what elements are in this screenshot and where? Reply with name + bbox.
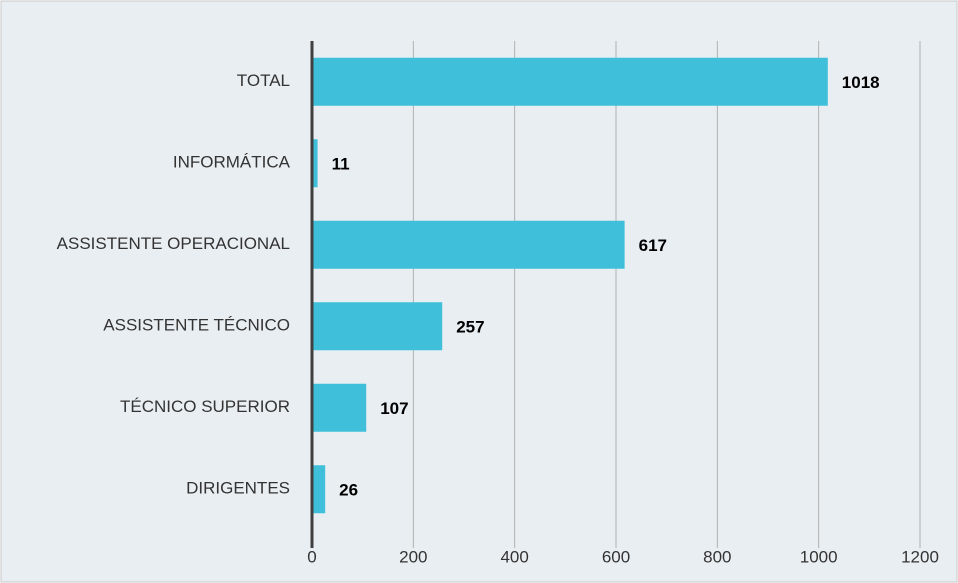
x-tick-label: 400 bbox=[500, 547, 528, 566]
value-label: 11 bbox=[332, 155, 350, 174]
bar bbox=[312, 220, 625, 269]
bar bbox=[312, 383, 367, 432]
y-tick-label: DIRIGENTES bbox=[186, 479, 290, 498]
x-tick-label: 1000 bbox=[800, 547, 838, 566]
value-label: 617 bbox=[639, 236, 667, 255]
x-tick-label: 0 bbox=[307, 547, 316, 566]
x-tick-label: 600 bbox=[602, 547, 630, 566]
value-label: 107 bbox=[380, 399, 408, 418]
value-label: 1018 bbox=[842, 73, 880, 92]
bar bbox=[312, 139, 318, 188]
value-label: 26 bbox=[339, 481, 358, 500]
y-tick-label: ASSISTENTE TÉCNICO bbox=[103, 316, 290, 335]
x-tick-label: 800 bbox=[703, 547, 731, 566]
y-tick-label: INFORMÁTICA bbox=[173, 153, 291, 172]
bar bbox=[312, 302, 443, 351]
value-label: 257 bbox=[456, 318, 484, 337]
x-tick-label: 200 bbox=[399, 547, 427, 566]
y-tick-label: TÉCNICO SUPERIOR bbox=[120, 397, 290, 416]
bar bbox=[312, 465, 326, 514]
y-tick-label: ASSISTENTE OPERACIONAL bbox=[57, 234, 290, 253]
bar bbox=[312, 57, 828, 106]
x-tick-label: 1200 bbox=[901, 547, 939, 566]
y-tick-label: TOTAL bbox=[237, 71, 290, 90]
